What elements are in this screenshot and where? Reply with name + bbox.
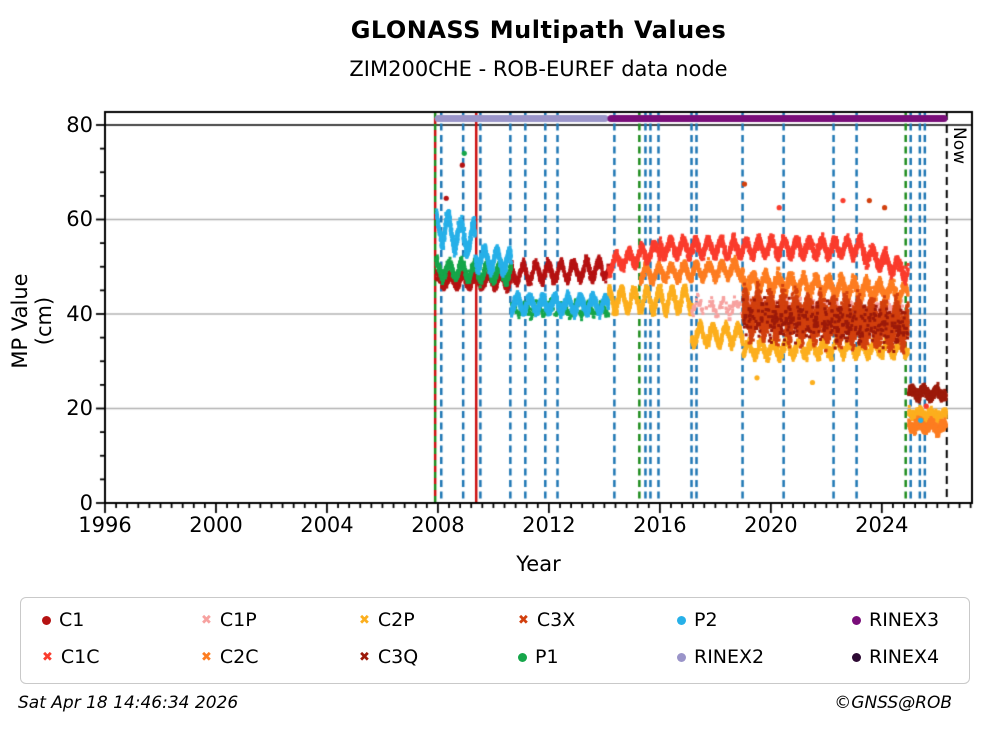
y-axis-label: MP Value (cm) xyxy=(8,273,56,369)
now-label: Now xyxy=(949,127,969,165)
legend-entry-P1: P1 xyxy=(518,644,559,670)
C1C-marker-icon: ✖ xyxy=(42,649,53,665)
C3Q-marker-icon: ✖ xyxy=(359,649,370,665)
legend-label: RINEX3 xyxy=(869,609,940,631)
legend-label: RINEX2 xyxy=(694,646,765,668)
legend-label: C1 xyxy=(59,609,85,631)
legend-entry-C1: C1 xyxy=(42,607,84,633)
x-tick-label: 2020 xyxy=(744,513,798,537)
chart-title: GLONASS Multipath Values xyxy=(350,16,727,44)
legend-label: C3X xyxy=(536,609,576,631)
legend-label: C3Q xyxy=(377,646,419,668)
x-tick-label: 2008 xyxy=(411,513,465,537)
C2P-marker-icon: ✖ xyxy=(359,612,370,628)
copyright: ©GNSS@ROB xyxy=(834,693,952,713)
legend-label: P2 xyxy=(694,609,718,631)
legend-label: RINEX4 xyxy=(869,646,940,668)
RINEX4-marker-icon xyxy=(852,652,861,662)
x-tick-label: 2004 xyxy=(300,513,354,537)
legend-box: C1 ✖ C1C ✖ C1P ✖ C2C ✖ C2P ✖ C3Q ✖ C3X P1 P2 RINEX2 RINE… xyxy=(20,597,970,684)
legend-entry-C1C: ✖ C1C xyxy=(42,644,100,670)
legend-label: C1P xyxy=(219,609,257,631)
RINEX2-marker-icon xyxy=(677,652,686,662)
y-tick-label: 60 xyxy=(66,207,93,232)
C1-marker-icon xyxy=(42,615,51,625)
RINEX3-marker-icon xyxy=(852,615,861,625)
x-tick-label: 2012 xyxy=(522,513,576,537)
P2-marker-icon xyxy=(677,615,686,625)
legend-entry-RINEX3: RINEX3 xyxy=(852,607,939,633)
P1-marker-icon xyxy=(518,652,527,662)
legend-label: C2P xyxy=(377,609,415,631)
legend-label: C1C xyxy=(60,646,100,668)
legend-entry-C2C: ✖ C2C xyxy=(201,644,259,670)
y-tick-label: 20 xyxy=(66,396,93,421)
x-tick-label: 2024 xyxy=(855,513,909,537)
legend-entry-RINEX4: RINEX4 xyxy=(852,644,939,670)
legend-entry-RINEX2: RINEX2 xyxy=(677,644,764,670)
chart-subtitle: ZIM200CHE - ROB-EUREF data node xyxy=(349,57,728,81)
legend-entry-C1P: ✖ C1P xyxy=(201,607,257,633)
legend-label: P1 xyxy=(535,646,559,668)
legend-entry-P2: P2 xyxy=(677,607,718,633)
C1P-marker-icon: ✖ xyxy=(201,612,212,628)
legend-entry-C2P: ✖ C2P xyxy=(359,607,415,633)
y-tick-label: 0 xyxy=(79,491,93,515)
x-tick-label: 2016 xyxy=(633,513,687,537)
legend-label: C2C xyxy=(219,646,259,668)
x-tick-label: 1996 xyxy=(78,513,132,537)
timestamp: Sat Apr 18 14:46:34 2026 xyxy=(18,693,239,713)
x-axis-label: Year xyxy=(516,552,561,576)
C3X-marker-icon: ✖ xyxy=(518,612,529,628)
x-tick-label: 2000 xyxy=(189,513,243,537)
legend-entry-C3X: ✖ C3X xyxy=(518,607,575,633)
legend-entry-C3Q: ✖ C3Q xyxy=(359,644,418,670)
y-tick-label: 80 xyxy=(66,112,93,137)
y-tick-label: 40 xyxy=(66,301,93,326)
C2C-marker-icon: ✖ xyxy=(201,649,212,665)
